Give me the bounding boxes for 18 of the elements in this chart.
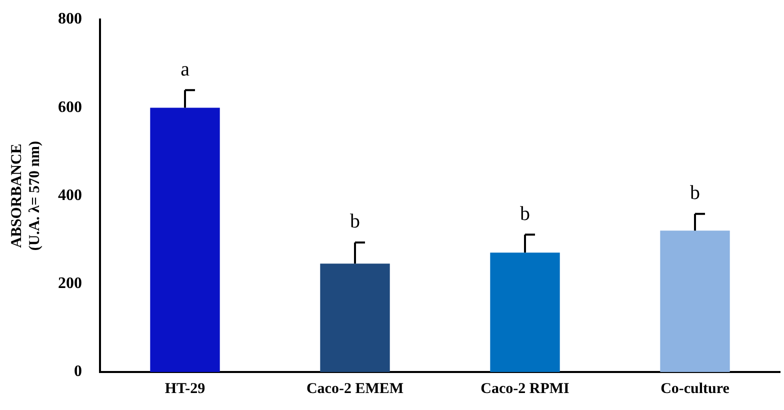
bar — [320, 264, 390, 372]
x-tick-label: Co-culture — [660, 380, 730, 397]
bar — [490, 252, 560, 372]
bar — [660, 230, 730, 372]
x-tick-label: Caco-2 EMEM — [306, 380, 404, 397]
annotation: b — [520, 202, 530, 225]
y-tick-label: 0 — [74, 363, 82, 380]
y-tick-label: 600 — [58, 98, 82, 116]
x-tick-label: Caco-2 RPMI — [480, 380, 570, 397]
y-axis-title: ABSORBANCE (U.A. λ= 570 nm) — [8, 140, 43, 251]
x-tick-label: HT-29 — [164, 380, 206, 397]
y-tick-label: 200 — [58, 275, 82, 292]
y-tick-label: 400 — [58, 186, 82, 204]
bar — [150, 108, 220, 372]
y-tick-label: 800 — [58, 10, 82, 28]
annotation: b — [350, 210, 360, 233]
annotation: b — [690, 182, 700, 204]
annotation: a — [180, 58, 190, 80]
